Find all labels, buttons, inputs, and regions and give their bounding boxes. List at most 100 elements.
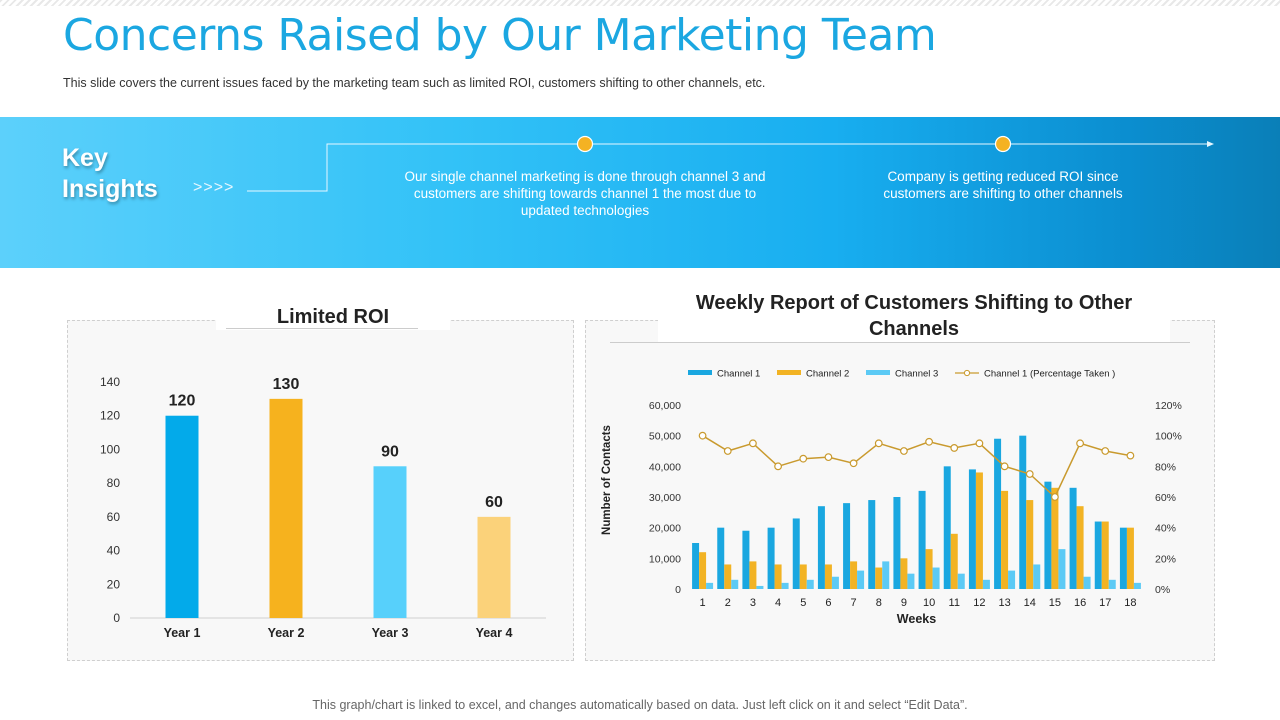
legend-label: Channel 1 (Percentage Taken )	[984, 369, 1115, 380]
weekly-bar-channel-1	[1044, 481, 1052, 589]
weekly-bar-channel-3	[1108, 579, 1116, 589]
weekly-y2-tick-label: 80%	[1155, 461, 1176, 473]
roi-chart-title: Limited ROI	[216, 300, 450, 330]
weekly-bar-channel-2	[850, 561, 858, 589]
weekly-bar-channel-1	[742, 530, 750, 589]
legend-line-marker	[963, 369, 971, 377]
weekly-bar-channel-3	[1008, 570, 1016, 589]
weekly-bar-channel-1	[968, 469, 976, 589]
weekly-bar-channel-2	[925, 549, 933, 589]
weekly-percentage-point	[975, 439, 984, 448]
weekly-x-tick-label: 12	[973, 597, 985, 609]
weekly-bar-channel-1	[843, 503, 851, 589]
roi-y-tick-label: 120	[100, 409, 120, 423]
roi-y-tick-label: 20	[107, 577, 121, 591]
weekly-bar-channel-1	[943, 466, 951, 589]
legend-swatch-channel-2	[777, 370, 801, 375]
weekly-bar-channel-3	[957, 573, 965, 589]
weekly-y2-tick-label: 120%	[1155, 400, 1182, 412]
roi-y-tick-label: 40	[107, 544, 121, 558]
weekly-bar-channel-1	[893, 497, 901, 589]
weekly-bar-channel-1	[1069, 487, 1077, 589]
chevron-arrows-icon: >>>>	[193, 179, 235, 196]
weekly-bar-channel-1	[717, 527, 725, 589]
weekly-bar-channel-3	[756, 585, 764, 589]
weekly-bar-channel-1	[1119, 527, 1127, 589]
weekly-bar-channel-3	[907, 573, 915, 589]
top-decorative-stripe	[0, 0, 1280, 6]
weekly-bar-channel-1	[918, 490, 926, 589]
timeline-line	[247, 143, 1210, 192]
weekly-bar-channel-2	[875, 567, 883, 589]
key-insights-heading: Key Insights	[62, 144, 158, 203]
weekly-bar-channel-3	[831, 576, 839, 589]
weekly-y-axis-label: Number of Contacts	[601, 425, 613, 535]
weekly-percentage-point	[1076, 439, 1084, 448]
roi-y-tick-label: 80	[107, 476, 121, 490]
weekly-y-tick-label: 20,000	[649, 523, 681, 535]
page-subtitle: This slide covers the current issues fac…	[63, 76, 766, 90]
weekly-bar-channel-1	[767, 527, 775, 589]
weekly-y2-tick-label: 60%	[1155, 492, 1176, 504]
weekly-x-axis-label: Weeks	[897, 612, 936, 626]
weekly-bar-channel-1	[868, 500, 876, 589]
weekly-x-tick-label: 1	[700, 597, 706, 609]
weekly-x-tick-label: 4	[775, 597, 781, 609]
roi-data-label: 120	[169, 393, 196, 410]
weekly-bar-channel-2	[824, 564, 832, 589]
weekly-x-tick-label: 6	[825, 597, 831, 609]
weekly-x-tick-label: 5	[800, 597, 806, 609]
roi-y-tick-label: 140	[100, 375, 120, 389]
weekly-bar-channel-3	[982, 579, 990, 589]
weekly-percentage-point	[824, 453, 833, 462]
weekly-bar-channel-2	[1126, 527, 1134, 589]
weekly-bar-channel-2	[900, 558, 908, 589]
roi-data-label: 90	[381, 443, 399, 460]
weekly-x-tick-label: 7	[851, 597, 857, 609]
roi-y-tick-label: 60	[107, 510, 121, 524]
legend-swatch-channel-3	[866, 370, 890, 375]
roi-y-tick-label: 0	[113, 611, 120, 625]
weekly-x-tick-label: 9	[901, 597, 907, 609]
weekly-title-underline	[610, 342, 1190, 343]
weekly-percentage-point	[799, 454, 808, 463]
weekly-percentage-point	[925, 437, 933, 446]
weekly-percentage-point	[723, 447, 732, 455]
weekly-bar-channel-2	[749, 561, 757, 589]
roi-data-label: 130	[273, 376, 300, 393]
weekly-bar-channel-3	[1133, 582, 1141, 589]
weekly-y-tick-label: 50,000	[649, 431, 681, 443]
weekly-bar-channel-3	[806, 579, 814, 589]
roi-data-label: 60	[485, 494, 503, 511]
weekly-bar-channel-2	[1026, 500, 1034, 589]
weekly-y2-tick-label: 20%	[1155, 553, 1176, 565]
roi-bar	[269, 398, 303, 618]
roi-x-tick-label: Year 2	[268, 626, 305, 640]
weekly-bar-channel-2	[1101, 521, 1109, 589]
weekly-percentage-point	[698, 431, 707, 440]
timeline-connector	[247, 135, 1214, 192]
weekly-bar-channel-1	[792, 518, 800, 589]
weekly-chart-panel	[585, 320, 1215, 661]
legend-swatch-channel-1	[688, 370, 712, 375]
key-insights-band: Key Insights >>>> Our single channel mar…	[0, 117, 1280, 268]
roi-x-tick-label: Year 1	[164, 626, 201, 640]
weekly-x-tick-label: 8	[876, 597, 882, 609]
legend-label: Channel 1	[717, 369, 760, 380]
weekly-percentage-point	[1051, 493, 1059, 501]
weekly-bar-channel-2	[950, 533, 958, 589]
weekly-percentage-point	[1000, 462, 1009, 471]
weekly-bar-channel-2	[724, 564, 732, 589]
weekly-percentage-point	[749, 439, 757, 448]
roi-x-tick-label: Year 3	[372, 626, 409, 640]
weekly-bar-channel-3	[857, 570, 865, 589]
weekly-y-tick-label: 30,000	[649, 492, 681, 504]
weekly-percentage-point	[950, 444, 959, 452]
weekly-percentage-line	[702, 435, 1131, 499]
weekly-bar-channel-3	[1033, 564, 1041, 589]
weekly-bar-channel-1	[1019, 435, 1027, 589]
weekly-x-tick-label: 10	[923, 597, 935, 609]
weekly-bar-channel-2	[1051, 487, 1059, 589]
weekly-bar-channel-3	[1083, 576, 1091, 589]
